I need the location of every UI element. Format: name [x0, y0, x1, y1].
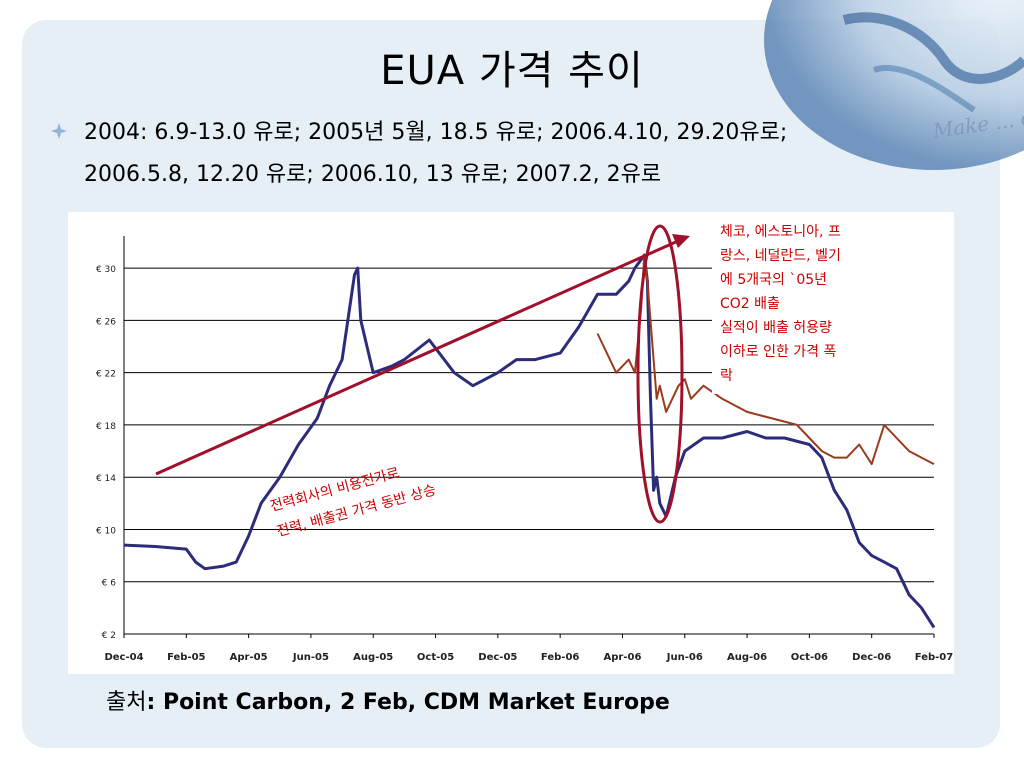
y-tick-label: € 14: [96, 474, 116, 484]
x-tick-label: Dec-05: [478, 652, 517, 663]
annotation-2-background: [712, 218, 942, 394]
y-tick-label: € 2: [102, 631, 116, 641]
y-tick-label: € 22: [96, 370, 116, 380]
x-tick-label: Aug-05: [353, 652, 393, 663]
x-tick-label: Feb-06: [541, 652, 579, 663]
y-tick-label: € 26: [96, 317, 116, 327]
x-tick-label: Aug-06: [727, 652, 767, 663]
bullet-line-1: 2004: 6.9-13.0 유로; 2005년 5월, 18.5 유로; 20…: [84, 120, 788, 145]
annotation-2-line: 이하로 인한 가격 폭: [720, 344, 837, 360]
chart-container: € 2 € 6 € 10 € 14 € 18 € 22 € 26 € 30 Dec-04 Feb-…: [68, 212, 954, 674]
x-tick-label: Jun-05: [292, 652, 329, 663]
annotation-2-line: 락: [720, 368, 733, 384]
x-tick-label: Feb-07: [915, 652, 953, 663]
x-tick-label: Apr-05: [230, 652, 268, 663]
y-tick-label: € 10: [96, 526, 116, 536]
x-tick-label: Dec-06: [852, 652, 891, 663]
eua-price-chart: € 2 € 6 € 10 € 14 € 18 € 22 € 26 € 30 Dec-04 Feb-…: [96, 218, 953, 663]
series-line-1: [123, 253, 936, 629]
y-tick-label: € 18: [96, 422, 116, 432]
annotation-2-line: 에 5개국의 `05년: [720, 272, 827, 288]
annotation-2-line: 실적이 배출 허용량: [720, 320, 832, 336]
slide-title: EUA 가격 추이: [380, 48, 644, 94]
y-tick-label: € 6: [102, 579, 117, 589]
price-history-bullet: 2004: 6.9-13.0 유로; 2005년 5월, 18.5 유로; 20…: [84, 112, 964, 196]
x-tick-label: Dec-04: [104, 652, 143, 663]
annotation-2-line: 체코, 에스토니아, 프: [720, 224, 841, 240]
source-citation: 출처: Point Carbon, 2 Feb, CDM Market Euro…: [106, 688, 686, 718]
x-tick-label: Feb-05: [167, 652, 205, 663]
trend-arrow-line: [155, 239, 679, 476]
price-crash-ellipse: [636, 224, 684, 524]
x-tick-label: Oct-06: [791, 652, 828, 663]
bullet-line-2: 2006.5.8, 12.20 유로; 2006.10, 13 유로; 2007…: [84, 162, 662, 187]
annotation-2-line: 랑스, 네덜란드, 벨기: [720, 248, 841, 264]
x-tick-label: Jun-06: [666, 652, 703, 663]
corner-decoration: Make ... of the business: [644, 0, 1024, 180]
x-tick-label: Oct-05: [417, 652, 454, 663]
x-tick-label: Apr-06: [604, 652, 642, 663]
source-body: : Point Carbon, 2 Feb, CDM Market Europe: [146, 690, 670, 715]
source-prefix: 출처: [106, 690, 147, 715]
diamond-bullet-icon: [51, 123, 67, 139]
trend-arrow-head: [672, 234, 690, 248]
y-tick-label: € 30: [96, 265, 116, 275]
annotation-2-line: CO2 배출: [720, 296, 780, 312]
